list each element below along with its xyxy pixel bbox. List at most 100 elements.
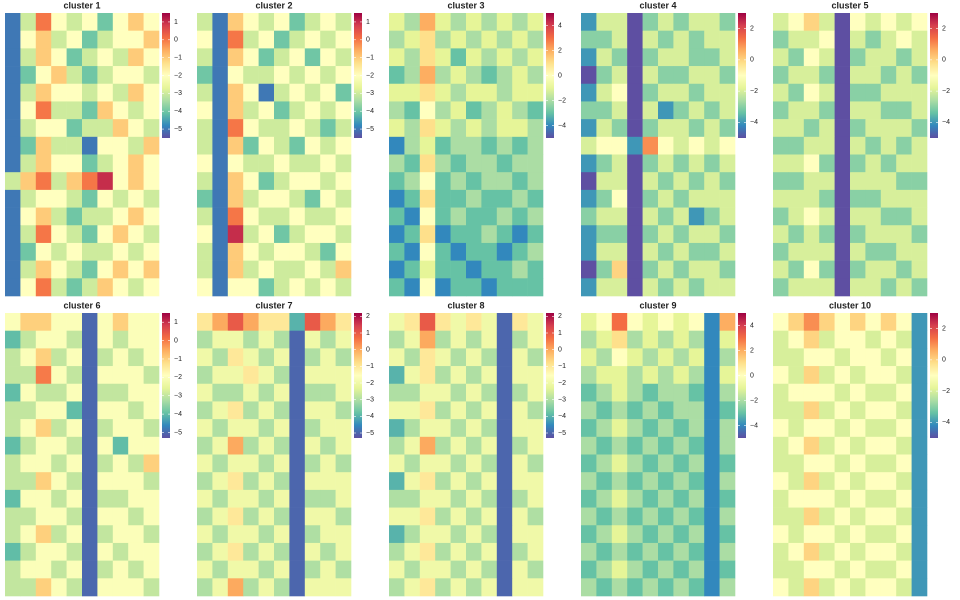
heatmap-cell — [865, 330, 882, 349]
heatmap-cell — [212, 48, 229, 67]
heatmap-cell — [20, 489, 37, 508]
heatmap-cell — [5, 330, 21, 349]
heatmap-cell — [419, 419, 436, 438]
heatmap-cell — [481, 260, 498, 279]
heatmap-cell — [642, 260, 659, 279]
heatmap-cell — [658, 330, 674, 349]
heatmap-cell — [911, 578, 928, 597]
heatmap-cell — [773, 101, 789, 120]
heatmap-cell — [212, 348, 229, 367]
heatmap-cell — [466, 578, 482, 597]
heatmap-cell — [880, 48, 897, 67]
heatmap-cell — [243, 48, 259, 67]
heatmap-cell — [289, 172, 306, 191]
heatmap-cell — [850, 13, 866, 31]
heatmap-cell — [389, 225, 405, 244]
heatmap-cell — [581, 278, 597, 297]
heatmap-cell — [128, 401, 144, 420]
heatmap-cell — [97, 313, 114, 331]
heatmap-cell — [243, 83, 259, 102]
heatmap-cell — [304, 489, 321, 508]
heatmap-cell — [596, 207, 613, 226]
heatmap-cell — [82, 13, 98, 31]
heatmap-cell — [212, 172, 229, 191]
heatmap-cell — [274, 330, 290, 349]
heatmap-cell — [289, 242, 306, 261]
heatmap-cell — [274, 401, 290, 420]
colorbar-tick-label: −5 — [366, 126, 374, 133]
heatmap-cell — [673, 348, 690, 367]
heatmap-cell — [320, 225, 336, 244]
heatmap-cell — [227, 419, 244, 438]
heatmap-cell — [389, 260, 405, 279]
heatmap-cell — [466, 225, 482, 244]
heatmap-cell — [20, 154, 37, 173]
heatmap-panel: cluster 210−1−2−3−4−5 — [197, 0, 374, 297]
heatmap-cell — [803, 313, 820, 331]
heatmap-cell — [642, 13, 659, 31]
heatmap-cell — [97, 507, 114, 526]
heatmap-cell — [197, 83, 213, 102]
heatmap-cell — [51, 542, 67, 561]
heatmap-cell — [773, 225, 789, 244]
heatmap-cell — [404, 578, 421, 597]
heatmap-cell — [819, 260, 835, 279]
heatmap-cell — [112, 207, 129, 226]
heatmap-cell — [819, 578, 835, 597]
heatmap-cell — [880, 525, 897, 544]
heatmap-cell — [227, 366, 244, 385]
colorbar-tick-label: 0 — [942, 57, 946, 64]
heatmap-cell — [596, 348, 613, 367]
heatmap-cell — [642, 136, 659, 155]
heatmap-cell — [450, 401, 467, 420]
heatmap-cell — [212, 578, 229, 597]
heatmap-cell — [880, 436, 897, 455]
heatmap-cell — [20, 507, 37, 526]
heatmap-cell — [865, 66, 882, 85]
heatmap-cell — [404, 13, 421, 31]
heatmap-cell — [880, 366, 897, 385]
heatmap-cell — [512, 472, 528, 491]
heatmap-cell — [688, 472, 705, 491]
heatmap-cell — [496, 507, 513, 526]
heatmap-cell — [627, 578, 643, 597]
heatmap-cell — [20, 207, 37, 226]
heatmap-cell — [719, 66, 736, 85]
heatmap-cell — [466, 242, 482, 261]
heatmap-cell — [865, 472, 882, 491]
heatmap-cell — [627, 48, 643, 67]
heatmap-cell — [896, 119, 912, 138]
heatmap-cell — [865, 13, 882, 31]
heatmap-cell — [51, 13, 67, 31]
colorbar-tick-label: −4 — [558, 413, 566, 420]
heatmap-cell — [35, 578, 52, 597]
heatmap-cell — [82, 260, 98, 279]
heatmap-cell — [97, 66, 114, 85]
heatmap-cell — [611, 136, 628, 155]
heatmap-cell — [788, 225, 805, 244]
heatmap-cell — [227, 578, 244, 597]
colorbar — [930, 13, 938, 138]
heatmap-cell — [243, 330, 259, 349]
heatmap-cell — [335, 507, 352, 526]
heatmap-cell — [66, 489, 83, 508]
heatmap-cell — [320, 101, 336, 120]
heatmap-cell — [143, 313, 160, 331]
heatmap-cell — [803, 489, 820, 508]
colorbar-tick-label: −3 — [174, 393, 182, 400]
heatmap-cell — [35, 383, 52, 402]
heatmap-cell — [611, 189, 628, 208]
heatmap-cell — [97, 436, 114, 455]
heatmap-cell — [834, 542, 851, 561]
heatmap-cell — [481, 366, 498, 385]
heatmap-cell — [466, 172, 482, 191]
heatmap-cell — [658, 401, 674, 420]
heatmap-cell — [496, 542, 513, 561]
heatmap-cell — [496, 136, 513, 155]
heatmap-cell — [880, 489, 897, 508]
heatmap-cell — [419, 489, 436, 508]
heatmap-cell — [496, 383, 513, 402]
heatmap-cell — [51, 83, 67, 102]
heatmap-cell — [227, 507, 244, 526]
heatmap-cell — [143, 383, 160, 402]
